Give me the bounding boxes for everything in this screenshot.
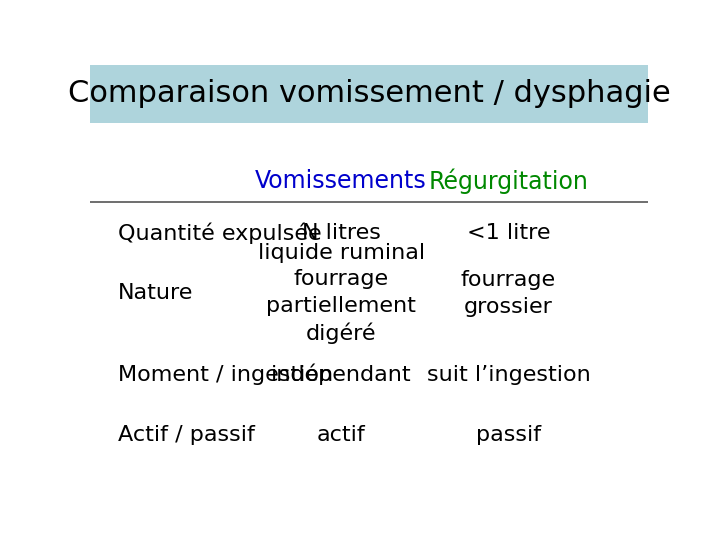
Text: fourrage
grossier: fourrage grossier <box>461 271 556 316</box>
Text: Nature: Nature <box>118 284 193 303</box>
Text: Vomissements: Vomissements <box>255 169 427 193</box>
Text: suit l’ingestion: suit l’ingestion <box>427 364 590 384</box>
Text: Régurgitation: Régurgitation <box>428 168 588 194</box>
Text: Moment / ingestion: Moment / ingestion <box>118 364 333 384</box>
Text: Actif / passif: Actif / passif <box>118 425 255 445</box>
FancyBboxPatch shape <box>90 65 648 123</box>
Text: Comparaison vomissement / dysphagie: Comparaison vomissement / dysphagie <box>68 79 670 109</box>
Text: liquide ruminal
fourrage
partiellement
digéré: liquide ruminal fourrage partiellement d… <box>258 243 425 344</box>
Text: passif: passif <box>476 425 541 445</box>
Text: N litres: N litres <box>302 223 381 243</box>
Text: indépendant: indépendant <box>271 364 411 386</box>
Text: <1 litre: <1 litre <box>467 223 550 243</box>
Text: actif: actif <box>317 425 366 445</box>
Text: Quantité expulsée: Quantité expulsée <box>118 222 322 244</box>
